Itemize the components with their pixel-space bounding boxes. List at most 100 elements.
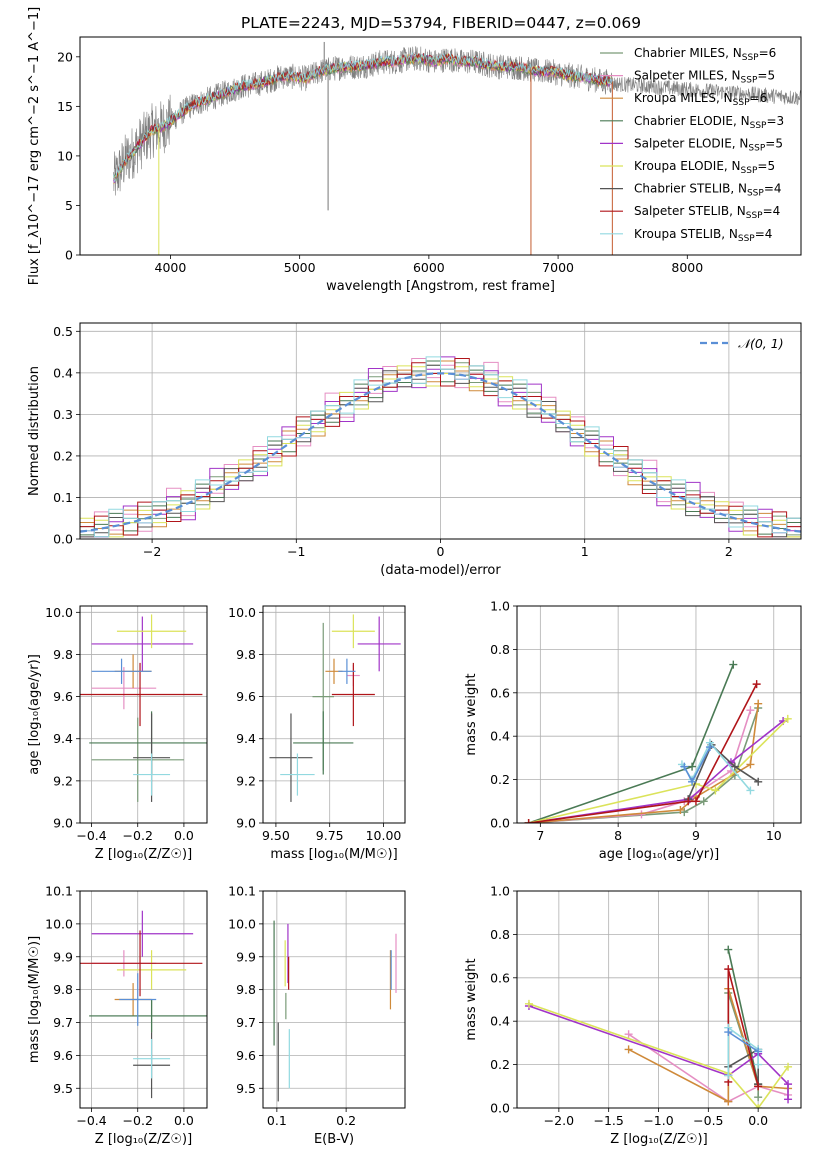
y-tick-label: 0.8 — [490, 642, 510, 657]
plot-area — [80, 356, 801, 538]
panel-mass-vs-z: −0.4 −0.2 0.0 9.5 9.6 9.7 9.8 9.9 10.0 10.1 Z [log… — [27, 884, 208, 1147]
y-tick-label: 0.0 — [53, 532, 73, 547]
y-tick-label: 9.0 — [236, 816, 256, 831]
weight-marker — [784, 1062, 793, 1071]
y-tick-label: 1.0 — [490, 599, 510, 614]
weight-marker — [752, 680, 761, 689]
x-tick-label: −0.5 — [693, 1113, 723, 1128]
y-axis-label: mass [log₁₀(M/M☉)] — [27, 936, 42, 1063]
y-tick-label: 15 — [57, 99, 73, 114]
weight-marker — [754, 1093, 763, 1102]
x-tick-label: 8 — [614, 828, 622, 843]
y-tick-label: 10.1 — [45, 884, 73, 899]
weight-marker — [705, 743, 714, 752]
weight-marker — [754, 1060, 763, 1069]
y-tick-label: 9.4 — [236, 731, 256, 746]
y-tick-label: 9.4 — [53, 731, 73, 746]
y-tick-label: 10.0 — [228, 605, 256, 620]
x-tick-label: 0 — [437, 544, 445, 559]
axes-frame — [262, 605, 406, 824]
y-tick-label: 0.0 — [490, 1101, 510, 1116]
y-tick-label: 9.8 — [53, 982, 73, 997]
y-tick-label: 9.6 — [236, 689, 256, 704]
x-axis-label: E(B-V) — [314, 1132, 354, 1147]
y-tick-label: 0.0 — [490, 816, 510, 831]
x-tick-label: −1.0 — [643, 1113, 673, 1128]
x-tick-label: 1 — [581, 544, 589, 559]
y-tick-label: 9.6 — [53, 689, 73, 704]
y-tick-label: 10 — [57, 148, 73, 163]
y-tick-label: 0.1 — [53, 490, 73, 505]
axes-frame — [516, 890, 802, 1109]
legend-entry: Kroupa MILES, NSSP=6 — [634, 91, 767, 108]
weight-marker — [729, 660, 738, 669]
weight-marker — [624, 1030, 633, 1039]
y-tick-label: 9.9 — [53, 949, 73, 964]
x-tick-label: −0.2 — [123, 828, 153, 843]
y-tick-label: 0.3 — [53, 407, 73, 422]
y-axis-label: Normed distribution — [27, 366, 42, 496]
y-tick-label: 9.5 — [53, 1081, 73, 1096]
y-tick-label: 0.2 — [53, 448, 73, 463]
x-tick-label: −0.2 — [123, 1113, 153, 1128]
legend-entry: 𝒩(0, 1) — [738, 336, 784, 351]
y-tick-label: 0.8 — [490, 927, 510, 942]
histogram-line — [80, 360, 801, 536]
weight-line — [528, 683, 758, 823]
histogram-line — [80, 358, 801, 538]
x-axis-label: (data-model)/error — [380, 563, 501, 578]
weight-line — [727, 1031, 759, 1053]
weight-line — [687, 743, 759, 800]
plot-area — [524, 945, 793, 1108]
weight-marker — [784, 1095, 793, 1104]
weight-marker — [711, 786, 720, 795]
weight-line — [727, 949, 759, 1085]
weight-line — [528, 718, 789, 823]
weight-marker — [524, 819, 533, 823]
x-tick-label: 4000 — [155, 260, 187, 275]
y-tick-label: 0.5 — [53, 324, 73, 339]
x-tick-label: 0.0 — [174, 1113, 194, 1128]
x-tick-label: 7000 — [542, 260, 574, 275]
x-tick-label: 5000 — [284, 260, 316, 275]
weight-marker — [730, 762, 739, 771]
y-tick-label: 9.8 — [53, 647, 73, 662]
weight-marker — [680, 762, 689, 771]
model-line — [113, 54, 613, 183]
panel-weight-vs-z: −2.0 −1.5 −1.0 −0.5 0.0 0.0 0.2 0.4 0.6 0.8 1.0 Z [… — [464, 884, 802, 1147]
weight-marker — [746, 706, 755, 715]
y-tick-label: 9.2 — [236, 773, 256, 788]
x-tick-label: −0.4 — [76, 1113, 106, 1128]
x-tick-label: 6000 — [413, 260, 445, 275]
weight-line — [727, 968, 759, 1087]
y-tick-label: 9.6 — [53, 1048, 73, 1063]
model-line — [113, 52, 613, 183]
panel-age-vs-z: −0.4 −0.2 0.0 9.0 9.2 9.4 9.6 9.8 10.0 Z [log₁₀(Z… — [27, 605, 208, 862]
legend-entry: Chabrier ELODIE, NSSP=3 — [634, 114, 784, 131]
x-axis-label: Z [log₁₀(Z/Z☉)] — [95, 1132, 192, 1147]
x-tick-label: 0.2 — [336, 1113, 356, 1128]
y-tick-label: 0.6 — [490, 970, 510, 985]
weight-marker — [624, 1045, 633, 1054]
model-line — [113, 55, 613, 183]
gaussian-line — [80, 372, 801, 533]
x-axis-label: age [log₁₀(age/yr)] — [599, 847, 720, 862]
y-tick-label: 10.0 — [45, 605, 73, 620]
y-tick-label: 5 — [65, 198, 73, 213]
y-tick-label: 9.8 — [236, 982, 256, 997]
y-axis-label: Flux [f_λ10^−17 erg cm^−2 s^−1 A^−1] — [27, 7, 42, 285]
x-tick-label: 0.0 — [748, 1113, 768, 1128]
weight-marker — [746, 786, 755, 795]
legend-entry: Chabrier MILES, NSSP=6 — [634, 46, 776, 63]
legend-entry: Kroupa ELODIE, NSSP=5 — [634, 159, 775, 176]
panel-residuals: −2 −1 0 1 2 0.0 0.1 0.2 0.3 0.4 0.5 (data-model)/er… — [27, 322, 802, 578]
weight-marker — [754, 1082, 763, 1091]
weight-marker — [754, 699, 763, 708]
weight-marker — [754, 777, 763, 786]
weight-marker — [754, 1047, 763, 1056]
weight-marker — [724, 945, 733, 954]
x-tick-label: −0.4 — [76, 828, 106, 843]
x-tick-label: 9.75 — [316, 828, 344, 843]
x-tick-label: 9.50 — [262, 828, 290, 843]
